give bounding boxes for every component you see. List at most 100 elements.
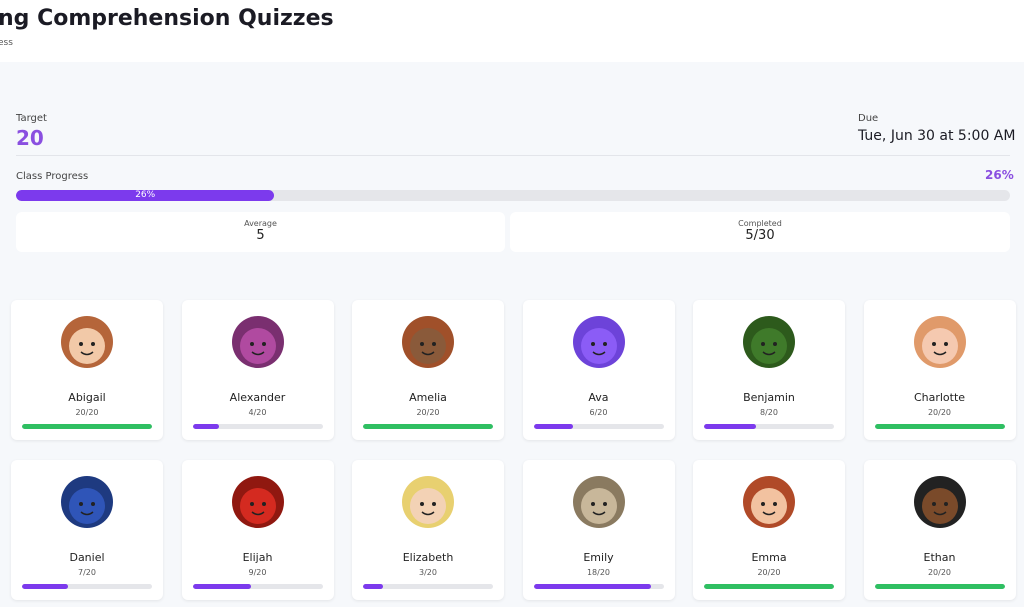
divider (16, 155, 1010, 156)
score-track (704, 424, 834, 429)
student-card: Ava 6/20 (522, 300, 675, 440)
avatar-mouth (933, 511, 946, 516)
avatar-mouth (80, 351, 94, 356)
avatar-mouth (251, 511, 264, 516)
avatar-face (580, 488, 617, 524)
score-bar (192, 584, 251, 589)
completed-value: 5/30 (745, 228, 775, 243)
avatar-eye (261, 502, 266, 506)
due-label: Due (858, 113, 879, 124)
score-track (874, 584, 1005, 589)
avatar-face (410, 488, 446, 524)
score-bar (704, 424, 756, 429)
student-card: Emily 18/20 (522, 460, 675, 600)
student-name: Benjamin (743, 391, 795, 404)
student-card: Alexander 4/20 (181, 300, 334, 440)
student-card: Amelia 20/20 (352, 300, 504, 440)
avatar-eye (590, 342, 595, 346)
avatar-face (921, 488, 958, 524)
avatar-face (580, 328, 617, 364)
student-score: 6/20 (589, 408, 608, 417)
page-title: ng Comprehension Quizzes (0, 6, 334, 31)
avatar-face (239, 328, 276, 364)
avatar (743, 476, 795, 528)
student-name: Emily (583, 551, 614, 564)
avatar-eye (931, 502, 936, 506)
score-bar (192, 424, 219, 429)
avatar (402, 476, 454, 528)
student-card: Ethan 20/20 (863, 460, 1016, 600)
avatar-eye (432, 502, 436, 506)
avatar-eye (773, 502, 777, 506)
avatar-mouth (762, 511, 776, 516)
score-bar (363, 424, 493, 429)
avatar-face (751, 328, 787, 364)
target-value: 20 (16, 126, 44, 150)
student-card: Elizabeth 3/20 (352, 460, 504, 600)
avatar-mouth (421, 511, 435, 516)
student-card: Benjamin 8/20 (693, 300, 845, 440)
student-name: Daniel (69, 551, 105, 564)
avatar-mouth (80, 511, 94, 516)
student-card: Emma 20/20 (693, 460, 845, 600)
avatar (913, 316, 966, 368)
score-track (22, 584, 152, 589)
page-subtitle: ess (0, 38, 13, 48)
student-name: Abigail (68, 391, 106, 404)
student-name: Charlotte (913, 391, 966, 404)
avatar-eye (602, 502, 607, 506)
student-card: Daniel 7/20 (11, 460, 163, 600)
avatar-mouth (251, 351, 264, 356)
progress-label: Class Progress (16, 171, 89, 182)
student-score: 18/20 (586, 568, 611, 577)
avatar (61, 476, 113, 528)
avatar-eye (931, 342, 936, 346)
avatar-eye (773, 342, 777, 346)
score-track (192, 584, 323, 589)
completed-box: Completed 5/30 (510, 212, 1010, 252)
student-score: 20/20 (416, 408, 440, 417)
progress-percent: 26% (985, 168, 1014, 182)
student-name: Ethan (923, 551, 956, 564)
student-name: Amelia (409, 391, 447, 404)
score-track (22, 424, 152, 429)
score-bar (22, 584, 68, 589)
avatar-face (239, 488, 276, 524)
avatar-eye (79, 342, 83, 346)
avatar-eye (249, 502, 254, 506)
avatar-eye (91, 502, 95, 506)
student-name: Ava (588, 391, 609, 404)
avatar-eye (79, 502, 83, 506)
student-card: Elijah 9/20 (181, 460, 334, 600)
score-track (533, 424, 664, 429)
student-name: Elizabeth (402, 551, 454, 564)
avatar-eye (602, 342, 607, 346)
avatar (402, 316, 454, 368)
student-score: 9/20 (248, 568, 267, 577)
avatar-face (921, 328, 958, 364)
student-card: Charlotte 20/20 (863, 300, 1016, 440)
avatar-mouth (592, 351, 605, 356)
average-value: 5 (256, 228, 265, 243)
score-track (533, 584, 664, 589)
score-bar (704, 584, 834, 589)
avatar (743, 316, 795, 368)
target-label: Target (16, 113, 47, 124)
completed-label: Completed (738, 219, 782, 228)
avatar (913, 476, 966, 528)
progress-track: 26% (16, 190, 1010, 201)
avatar-mouth (421, 351, 435, 356)
score-track (192, 424, 323, 429)
avatar (231, 476, 284, 528)
student-score: 20/20 (757, 568, 781, 577)
student-score: 8/20 (760, 408, 778, 417)
score-bar (363, 584, 383, 589)
progress-fill: 26% (16, 190, 275, 201)
student-score: 4/20 (248, 408, 267, 417)
avatar (572, 476, 625, 528)
avatar-mouth (933, 351, 946, 356)
score-track (704, 584, 834, 589)
avatar-mouth (762, 351, 776, 356)
average-label: Average (244, 219, 277, 228)
